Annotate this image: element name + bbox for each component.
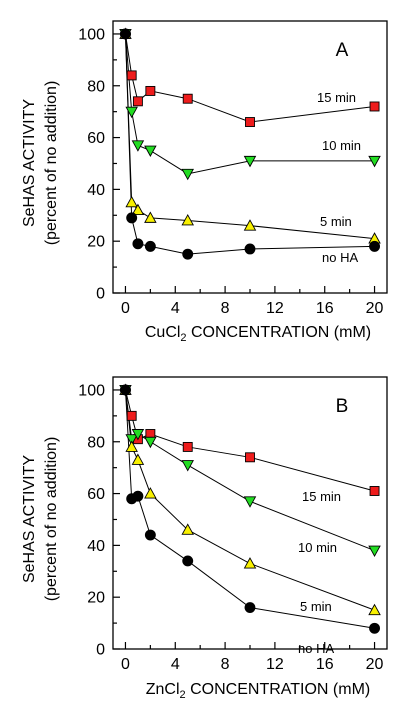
panel-letter: A — [336, 40, 349, 61]
y-tick-label: 0 — [96, 642, 105, 659]
data-point-no-ha — [369, 240, 380, 252]
series-label-5-min: 5 min — [300, 599, 332, 614]
data-point-no-ha — [244, 243, 256, 255]
data-point-10-min — [144, 436, 157, 449]
x-tick-label: 16 — [316, 656, 334, 673]
data-point-no-ha — [182, 555, 194, 567]
x-tick-label: 0 — [121, 300, 130, 317]
series-label-10-min: 10 min — [322, 138, 361, 153]
y-tick-label: 20 — [87, 590, 105, 607]
panel-letter: B — [336, 396, 349, 417]
data-point-5-min — [243, 219, 257, 231]
data-point-5-min — [181, 523, 194, 535]
x-axis-title: CuCl2 CONCENTRATION (mM) — [145, 324, 371, 344]
series-label-5-min: 5 min — [320, 214, 352, 229]
data-point-no-ha — [132, 490, 144, 502]
data-point-10-min — [368, 155, 381, 168]
x-axis-title-subscript: 2 — [180, 332, 186, 344]
data-point-10-min — [368, 545, 381, 557]
data-point-10-min — [243, 155, 257, 168]
x-tick-label: 8 — [221, 300, 230, 317]
panel-a: SeHAS ACTIVITY (percent of no addition) … — [21, 20, 388, 344]
data-point-5-min — [144, 487, 157, 499]
y-axis-title-line1: SeHAS ACTIVITY — [21, 99, 38, 227]
data-point-5-min — [144, 211, 157, 223]
data-point-5-min — [131, 203, 145, 216]
y-tick-label: 100 — [78, 382, 105, 399]
data-point-no-ha — [369, 622, 380, 634]
series-label-15-min: 15 min — [302, 489, 341, 504]
series-label-no-ha: no HA — [322, 250, 358, 265]
data-point-no-ha — [126, 212, 138, 224]
x-tick-label: 16 — [316, 300, 334, 317]
data-point-no-ha — [244, 602, 256, 614]
x-axis-title-suffix: CONCENTRATION (mM) — [187, 324, 372, 341]
data-point-no-ha — [144, 529, 156, 541]
x-axis-title: ZnCl2 CONCENTRATION (mM) — [146, 681, 370, 701]
data-point-15-min — [369, 486, 380, 496]
y-tick-label: 80 — [87, 434, 105, 451]
series-label-10-min: 10 min — [298, 540, 337, 555]
data-point-15-min — [132, 96, 143, 107]
x-tick-label: 4 — [171, 300, 180, 317]
data-point-15-min — [145, 85, 156, 96]
data-point-10-min — [181, 168, 194, 181]
panel-b: SeHAS ACTIVITY (percent of no addition) … — [21, 376, 388, 701]
y-axis-title-line2: (percent of no addition) — [43, 81, 60, 246]
x-tick-label: 12 — [266, 300, 284, 317]
data-point-15-min — [126, 410, 137, 421]
y-tick-label: 20 — [87, 234, 105, 251]
data-point-5-min — [243, 557, 257, 569]
data-point-no-ha — [144, 240, 156, 252]
data-point-10-min — [181, 460, 194, 472]
data-point-5-min — [368, 603, 381, 616]
data-point-10-min — [144, 145, 157, 157]
x-tick-label: 0 — [121, 656, 130, 673]
data-point-10-min — [131, 140, 145, 152]
data-point-5-min — [131, 453, 145, 465]
data-point-no-ha — [182, 248, 194, 260]
data-point-5-min — [125, 195, 138, 208]
series-label-15-min: 15 min — [317, 90, 356, 105]
y-tick-label: 60 — [87, 130, 105, 147]
data-point-15-min — [182, 93, 193, 104]
series-line-5-min — [124, 33, 375, 240]
x-axis-title-suffix: CONCENTRATION (mM) — [186, 681, 371, 698]
y-tick-label: 60 — [87, 486, 105, 503]
y-axis-title-line2: (percent of no addition) — [43, 437, 60, 602]
data-point-15-min — [126, 70, 137, 81]
data-point-15-min — [245, 117, 255, 127]
y-tick-label: 80 — [87, 78, 105, 95]
data-point-origin — [120, 384, 131, 396]
data-point-15-min — [182, 441, 193, 452]
series-line-no-ha — [124, 389, 375, 629]
data-point-10-min — [243, 496, 257, 508]
x-tick-label: 12 — [266, 656, 284, 673]
data-point-5-min — [181, 214, 194, 226]
data-point-origin — [120, 28, 131, 40]
data-point-15-min — [245, 452, 255, 463]
y-axis-title-line1: SeHAS ACTIVITY — [21, 455, 38, 583]
x-tick-label: 8 — [221, 656, 230, 673]
x-tick-label: 4 — [171, 656, 180, 673]
data-point-10-min — [125, 434, 138, 446]
x-tick-label: 20 — [366, 656, 384, 673]
x-axis-title-prefix: CuCl — [145, 324, 181, 341]
y-tick-label: 100 — [78, 26, 105, 43]
data-point-no-ha — [132, 238, 144, 250]
data-point-10-min — [125, 106, 138, 119]
data-point-15-min — [369, 101, 380, 112]
y-tick-label: 0 — [96, 286, 105, 303]
data-point-5-min — [125, 440, 138, 452]
x-tick-label: 20 — [366, 300, 384, 317]
x-axis-title-prefix: ZnCl — [146, 681, 180, 698]
series-label-no-ha: no HA — [298, 641, 334, 656]
y-tick-label: 40 — [87, 182, 105, 199]
data-point-10-min — [131, 429, 145, 441]
x-axis-title-subscript: 2 — [180, 689, 186, 701]
y-tick-label: 40 — [87, 538, 105, 555]
